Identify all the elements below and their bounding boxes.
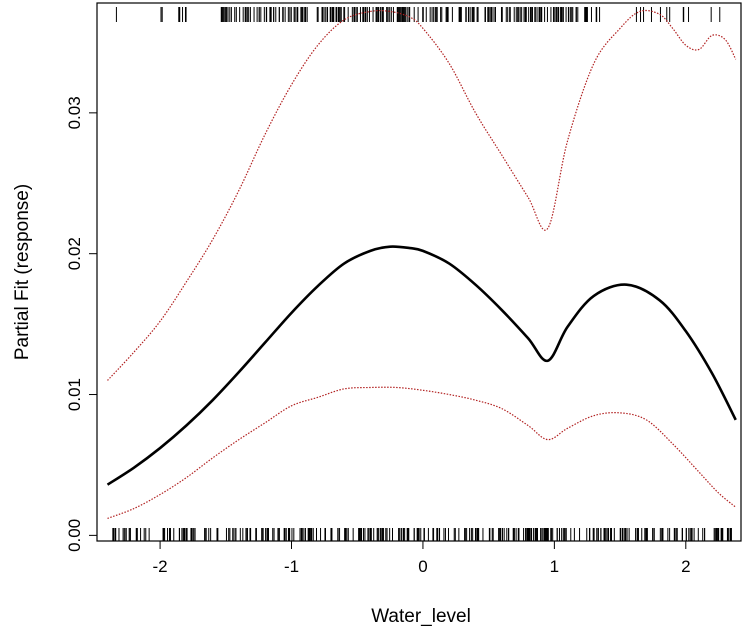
y-tick-label: 0.02 <box>65 237 84 270</box>
x-tick-label: -1 <box>284 557 299 576</box>
rug-top <box>115 7 721 22</box>
series-fit <box>106 245 737 486</box>
x-tick-label: 2 <box>681 557 690 576</box>
x-tick-label: 1 <box>550 557 559 576</box>
series-lower-band <box>107 386 737 520</box>
x-axis: -2 -1 0 1 2 <box>153 540 691 576</box>
series-layer <box>106 9 737 520</box>
y-axis: 0.00 0.01 0.02 0.03 <box>65 96 98 552</box>
y-tick-label: 0.01 <box>65 378 84 411</box>
y-axis-title: Partial Fit (response) <box>12 184 33 360</box>
y-tick-label: 0.00 <box>65 519 84 552</box>
plot-frame <box>96 2 742 542</box>
series-upper-band <box>107 9 737 381</box>
x-tick-label: -2 <box>153 557 168 576</box>
x-axis-title: Water_level <box>371 606 471 627</box>
rug-bottom <box>112 528 732 541</box>
x-tick-label: 0 <box>418 557 427 576</box>
y-tick-label: 0.03 <box>65 96 84 129</box>
